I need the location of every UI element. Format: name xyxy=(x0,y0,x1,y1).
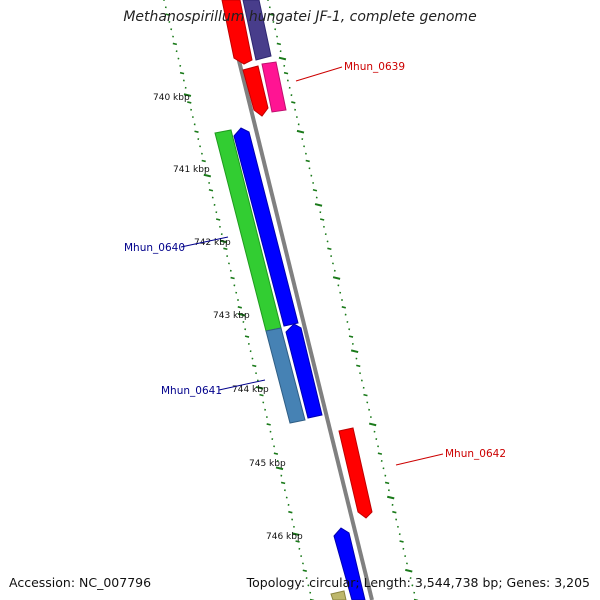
tick-mark xyxy=(350,349,359,354)
tick-mark xyxy=(215,218,221,221)
tick-mark xyxy=(278,56,287,61)
feature-slate-top[interactable] xyxy=(242,0,272,61)
tick-mark xyxy=(187,101,192,104)
tick-mark xyxy=(291,101,296,104)
tick-mark xyxy=(244,335,250,338)
tick-mark xyxy=(275,466,284,471)
tick-mark xyxy=(363,393,368,397)
tick-mark xyxy=(292,532,300,536)
tick-mark xyxy=(283,71,289,75)
tick-mark xyxy=(273,452,279,455)
tick-mark xyxy=(399,540,404,543)
tick-mark xyxy=(296,129,305,134)
tick-mark xyxy=(368,422,377,427)
tick-mark xyxy=(237,312,246,317)
genome-summary: Topology: circular; Length: 3,544,738 bp… xyxy=(246,575,590,590)
gene-label-mhun-0640[interactable]: Mhun_0640 xyxy=(124,242,185,254)
feature-pink-0639[interactable] xyxy=(261,61,287,113)
feature-blue-b[interactable] xyxy=(285,323,323,419)
tick-label-744: 744 kbp xyxy=(232,385,269,395)
feature-red-0642[interactable] xyxy=(338,427,373,519)
tick-mark xyxy=(208,188,214,192)
tick-mark xyxy=(288,510,293,514)
tick-mark xyxy=(269,13,274,16)
feature-steel-0641[interactable] xyxy=(265,327,306,424)
map-title: Methanospirillum hungatei JF-1, complete… xyxy=(123,9,477,25)
gene-labels: Mhun_0639 Mhun_0640 Mhun_0641 Mhun_0642 xyxy=(124,61,506,460)
tick-mark xyxy=(405,568,413,573)
tick-mark xyxy=(341,306,346,309)
tick-mark xyxy=(230,276,235,280)
tick-mark xyxy=(314,203,323,207)
tick-mark xyxy=(302,569,307,572)
inner-tick-ring xyxy=(163,0,315,600)
tick-label-742: 742 kbp xyxy=(194,238,231,248)
feature-red-0639a[interactable] xyxy=(242,65,269,117)
leader-lines xyxy=(180,66,444,466)
tick-mark xyxy=(179,71,185,75)
feature-red-top[interactable] xyxy=(221,0,253,65)
tick-mark xyxy=(201,159,206,163)
feature-track xyxy=(214,0,373,600)
tick-mark xyxy=(203,173,212,178)
tick-mark xyxy=(384,481,390,485)
feature-blue-a[interactable] xyxy=(233,127,299,327)
tick-mark xyxy=(223,247,228,251)
tick-mark xyxy=(348,335,354,338)
tick-mark xyxy=(377,452,383,455)
feature-blue-bottom[interactable] xyxy=(333,527,366,600)
tick-label-740: 740 kbp xyxy=(153,93,190,103)
feature-khaki-bottom[interactable] xyxy=(330,590,347,600)
tick-mark xyxy=(259,393,264,397)
genome-backbone xyxy=(222,0,374,600)
tick-mark xyxy=(305,159,310,163)
tick-mark xyxy=(266,423,271,426)
tick-mark xyxy=(172,42,178,46)
tick-mark xyxy=(327,247,332,251)
tick-mark xyxy=(255,385,264,390)
tick-mark xyxy=(332,276,341,280)
tick-mark xyxy=(194,130,199,133)
tick-mark xyxy=(356,364,361,368)
tick-mark xyxy=(295,540,300,543)
tick-mark xyxy=(219,239,228,244)
ruler-labels: 740 kbp 741 kbp 742 kbp 743 kbp 744 kbp … xyxy=(153,93,303,542)
tick-mark xyxy=(237,306,242,309)
gene-label-mhun-0641[interactable]: Mhun_0641 xyxy=(161,385,222,397)
tick-mark xyxy=(312,188,318,192)
tick-label-743: 743 kbp xyxy=(213,311,250,321)
tick-mark xyxy=(386,495,395,500)
tick-mark xyxy=(276,42,282,46)
gene-label-mhun-0642[interactable]: Mhun_0642 xyxy=(445,448,506,460)
gene-label-mhun-0639[interactable]: Mhun_0639 xyxy=(344,61,405,73)
tick-label-746: 746 kbp xyxy=(266,532,303,542)
tick-label-741: 741 kbp xyxy=(173,165,210,175)
accession-text: Accession: NC_007796 xyxy=(9,575,152,590)
tick-mark xyxy=(392,510,397,514)
tick-mark xyxy=(165,13,170,16)
tick-mark xyxy=(280,481,286,485)
tick-mark xyxy=(252,364,257,368)
tick-mark xyxy=(183,93,192,97)
tick-label-745: 745 kbp xyxy=(249,459,286,469)
tick-mark xyxy=(319,218,325,221)
